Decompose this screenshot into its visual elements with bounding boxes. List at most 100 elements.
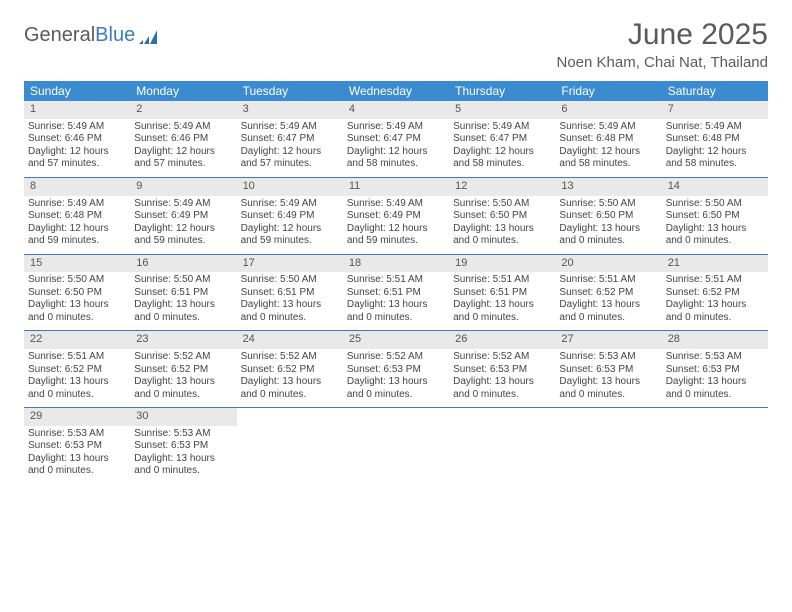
sunset-text: Sunset: 6:53 PM — [666, 364, 764, 377]
day-number: 25 — [343, 331, 449, 349]
day-cell: 4Sunrise: 5:49 AMSunset: 6:47 PMDaylight… — [343, 101, 449, 177]
daylight-text: Daylight: 13 hours and 0 minutes. — [559, 299, 657, 324]
daylight-text: Daylight: 13 hours and 0 minutes. — [666, 299, 764, 324]
day-body: Sunrise: 5:49 AMSunset: 6:47 PMDaylight:… — [237, 121, 343, 171]
sunrise-text: Sunrise: 5:52 AM — [134, 351, 232, 364]
day-body: Sunrise: 5:52 AMSunset: 6:52 PMDaylight:… — [237, 351, 343, 401]
day-body: Sunrise: 5:49 AMSunset: 6:49 PMDaylight:… — [237, 198, 343, 248]
week-row: 29Sunrise: 5:53 AMSunset: 6:53 PMDayligh… — [24, 408, 768, 484]
day-body: Sunrise: 5:52 AMSunset: 6:53 PMDaylight:… — [449, 351, 555, 401]
day-body: Sunrise: 5:53 AMSunset: 6:53 PMDaylight:… — [24, 428, 130, 478]
weekday-saturday: Saturday — [662, 81, 768, 101]
day-body: Sunrise: 5:50 AMSunset: 6:51 PMDaylight:… — [130, 274, 236, 324]
day-body: Sunrise: 5:52 AMSunset: 6:52 PMDaylight:… — [130, 351, 236, 401]
sunset-text: Sunset: 6:48 PM — [28, 210, 126, 223]
logo-bars-icon — [139, 28, 161, 44]
day-number: 6 — [555, 101, 661, 119]
day-body: Sunrise: 5:51 AMSunset: 6:52 PMDaylight:… — [662, 274, 768, 324]
day-number: 12 — [449, 178, 555, 196]
daylight-text: Daylight: 12 hours and 58 minutes. — [347, 146, 445, 171]
sunset-text: Sunset: 6:46 PM — [28, 133, 126, 146]
day-number: 30 — [130, 408, 236, 426]
sunset-text: Sunset: 6:51 PM — [453, 287, 551, 300]
sunrise-text: Sunrise: 5:50 AM — [666, 198, 764, 211]
sunrise-text: Sunrise: 5:50 AM — [28, 274, 126, 287]
day-body: Sunrise: 5:49 AMSunset: 6:48 PMDaylight:… — [24, 198, 130, 248]
sunrise-text: Sunrise: 5:51 AM — [28, 351, 126, 364]
sunrise-text: Sunrise: 5:49 AM — [241, 121, 339, 134]
daylight-text: Daylight: 13 hours and 0 minutes. — [134, 453, 232, 478]
daylight-text: Daylight: 13 hours and 0 minutes. — [134, 299, 232, 324]
daylight-text: Daylight: 12 hours and 57 minutes. — [134, 146, 232, 171]
daylight-text: Daylight: 12 hours and 59 minutes. — [347, 223, 445, 248]
daylight-text: Daylight: 13 hours and 0 minutes. — [453, 223, 551, 248]
sunset-text: Sunset: 6:51 PM — [347, 287, 445, 300]
sunrise-text: Sunrise: 5:51 AM — [666, 274, 764, 287]
daylight-text: Daylight: 12 hours and 59 minutes. — [134, 223, 232, 248]
daylight-text: Daylight: 12 hours and 57 minutes. — [28, 146, 126, 171]
day-body: Sunrise: 5:49 AMSunset: 6:46 PMDaylight:… — [24, 121, 130, 171]
sunrise-text: Sunrise: 5:52 AM — [241, 351, 339, 364]
day-number: 19 — [449, 255, 555, 273]
sunset-text: Sunset: 6:48 PM — [666, 133, 764, 146]
day-body: Sunrise: 5:50 AMSunset: 6:51 PMDaylight:… — [237, 274, 343, 324]
sunrise-text: Sunrise: 5:51 AM — [347, 274, 445, 287]
day-cell: 5Sunrise: 5:49 AMSunset: 6:47 PMDaylight… — [449, 101, 555, 177]
daylight-text: Daylight: 13 hours and 0 minutes. — [453, 376, 551, 401]
day-number: 16 — [130, 255, 236, 273]
sunset-text: Sunset: 6:53 PM — [28, 440, 126, 453]
weekday-sunday: Sunday — [24, 81, 130, 101]
sunrise-text: Sunrise: 5:49 AM — [347, 198, 445, 211]
day-cell: 12 Sunrise: 5:50 AMSunset: 6:50 PMDayligh… — [449, 178, 555, 254]
sunset-text: Sunset: 6:52 PM — [28, 364, 126, 377]
day-number: 3 — [237, 101, 343, 119]
sunset-text: Sunset: 6:51 PM — [241, 287, 339, 300]
day-cell: 11Sunrise: 5:49 AMSunset: 6:49 PMDayligh… — [343, 178, 449, 254]
daylight-text: Daylight: 12 hours and 59 minutes. — [28, 223, 126, 248]
day-number: 22 — [24, 331, 130, 349]
daylight-text: Daylight: 13 hours and 0 minutes. — [666, 376, 764, 401]
day-number: 26 — [449, 331, 555, 349]
day-cell: 22Sunrise: 5:51 AMSunset: 6:52 PMDayligh… — [24, 331, 130, 407]
daylight-text: Daylight: 13 hours and 0 minutes. — [453, 299, 551, 324]
day-cell — [449, 408, 555, 484]
sunset-text: Sunset: 6:53 PM — [453, 364, 551, 377]
sunset-text: Sunset: 6:52 PM — [134, 364, 232, 377]
daylight-text: Daylight: 13 hours and 0 minutes. — [241, 376, 339, 401]
daylight-text: Daylight: 13 hours and 0 minutes. — [28, 299, 126, 324]
sunset-text: Sunset: 6:53 PM — [559, 364, 657, 377]
sunset-text: Sunset: 6:51 PM — [134, 287, 232, 300]
day-cell — [555, 408, 661, 484]
sunrise-text: Sunrise: 5:51 AM — [453, 274, 551, 287]
sunrise-text: Sunrise: 5:49 AM — [134, 121, 232, 134]
sunset-text: Sunset: 6:46 PM — [134, 133, 232, 146]
day-number: 24 — [237, 331, 343, 349]
daylight-text: Daylight: 13 hours and 0 minutes. — [666, 223, 764, 248]
sunrise-text: Sunrise: 5:52 AM — [453, 351, 551, 364]
day-number: 27 — [555, 331, 661, 349]
day-body: Sunrise: 5:51 AMSunset: 6:51 PMDaylight:… — [343, 274, 449, 324]
week-row: 8Sunrise: 5:49 AMSunset: 6:48 PMDaylight… — [24, 178, 768, 255]
title-block: June 2025 Noen Kham, Chai Nat, Thailand — [556, 18, 768, 71]
sunrise-text: Sunrise: 5:52 AM — [347, 351, 445, 364]
sunrise-text: Sunrise: 5:49 AM — [666, 121, 764, 134]
day-body: Sunrise: 5:50 AMSunset: 6:50 PMDaylight:… — [449, 198, 555, 248]
day-body: Sunrise: 5:51 AMSunset: 6:51 PMDaylight:… — [449, 274, 555, 324]
day-number: 1 — [24, 101, 130, 119]
day-body: Sunrise: 5:49 AMSunset: 6:47 PMDaylight:… — [343, 121, 449, 171]
weekday-monday: Monday — [130, 81, 236, 101]
day-number: 21 — [662, 255, 768, 273]
daylight-text: Daylight: 13 hours and 0 minutes. — [134, 376, 232, 401]
sunrise-text: Sunrise: 5:50 AM — [241, 274, 339, 287]
brand-name-1: General — [24, 24, 95, 47]
day-cell: 27Sunrise: 5:53 AMSunset: 6:53 PMDayligh… — [555, 331, 661, 407]
weekday-header-row: Sunday Monday Tuesday Wednesday Thursday… — [24, 81, 768, 101]
day-number: 13 — [555, 178, 661, 196]
day-body: Sunrise: 5:49 AMSunset: 6:49 PMDaylight:… — [343, 198, 449, 248]
day-number: 18 — [343, 255, 449, 273]
calendar: Sunday Monday Tuesday Wednesday Thursday… — [24, 81, 768, 484]
day-cell: 9Sunrise: 5:49 AMSunset: 6:49 PMDaylight… — [130, 178, 236, 254]
sunrise-text: Sunrise: 5:53 AM — [666, 351, 764, 364]
weekday-tuesday: Tuesday — [237, 81, 343, 101]
sunset-text: Sunset: 6:47 PM — [453, 133, 551, 146]
